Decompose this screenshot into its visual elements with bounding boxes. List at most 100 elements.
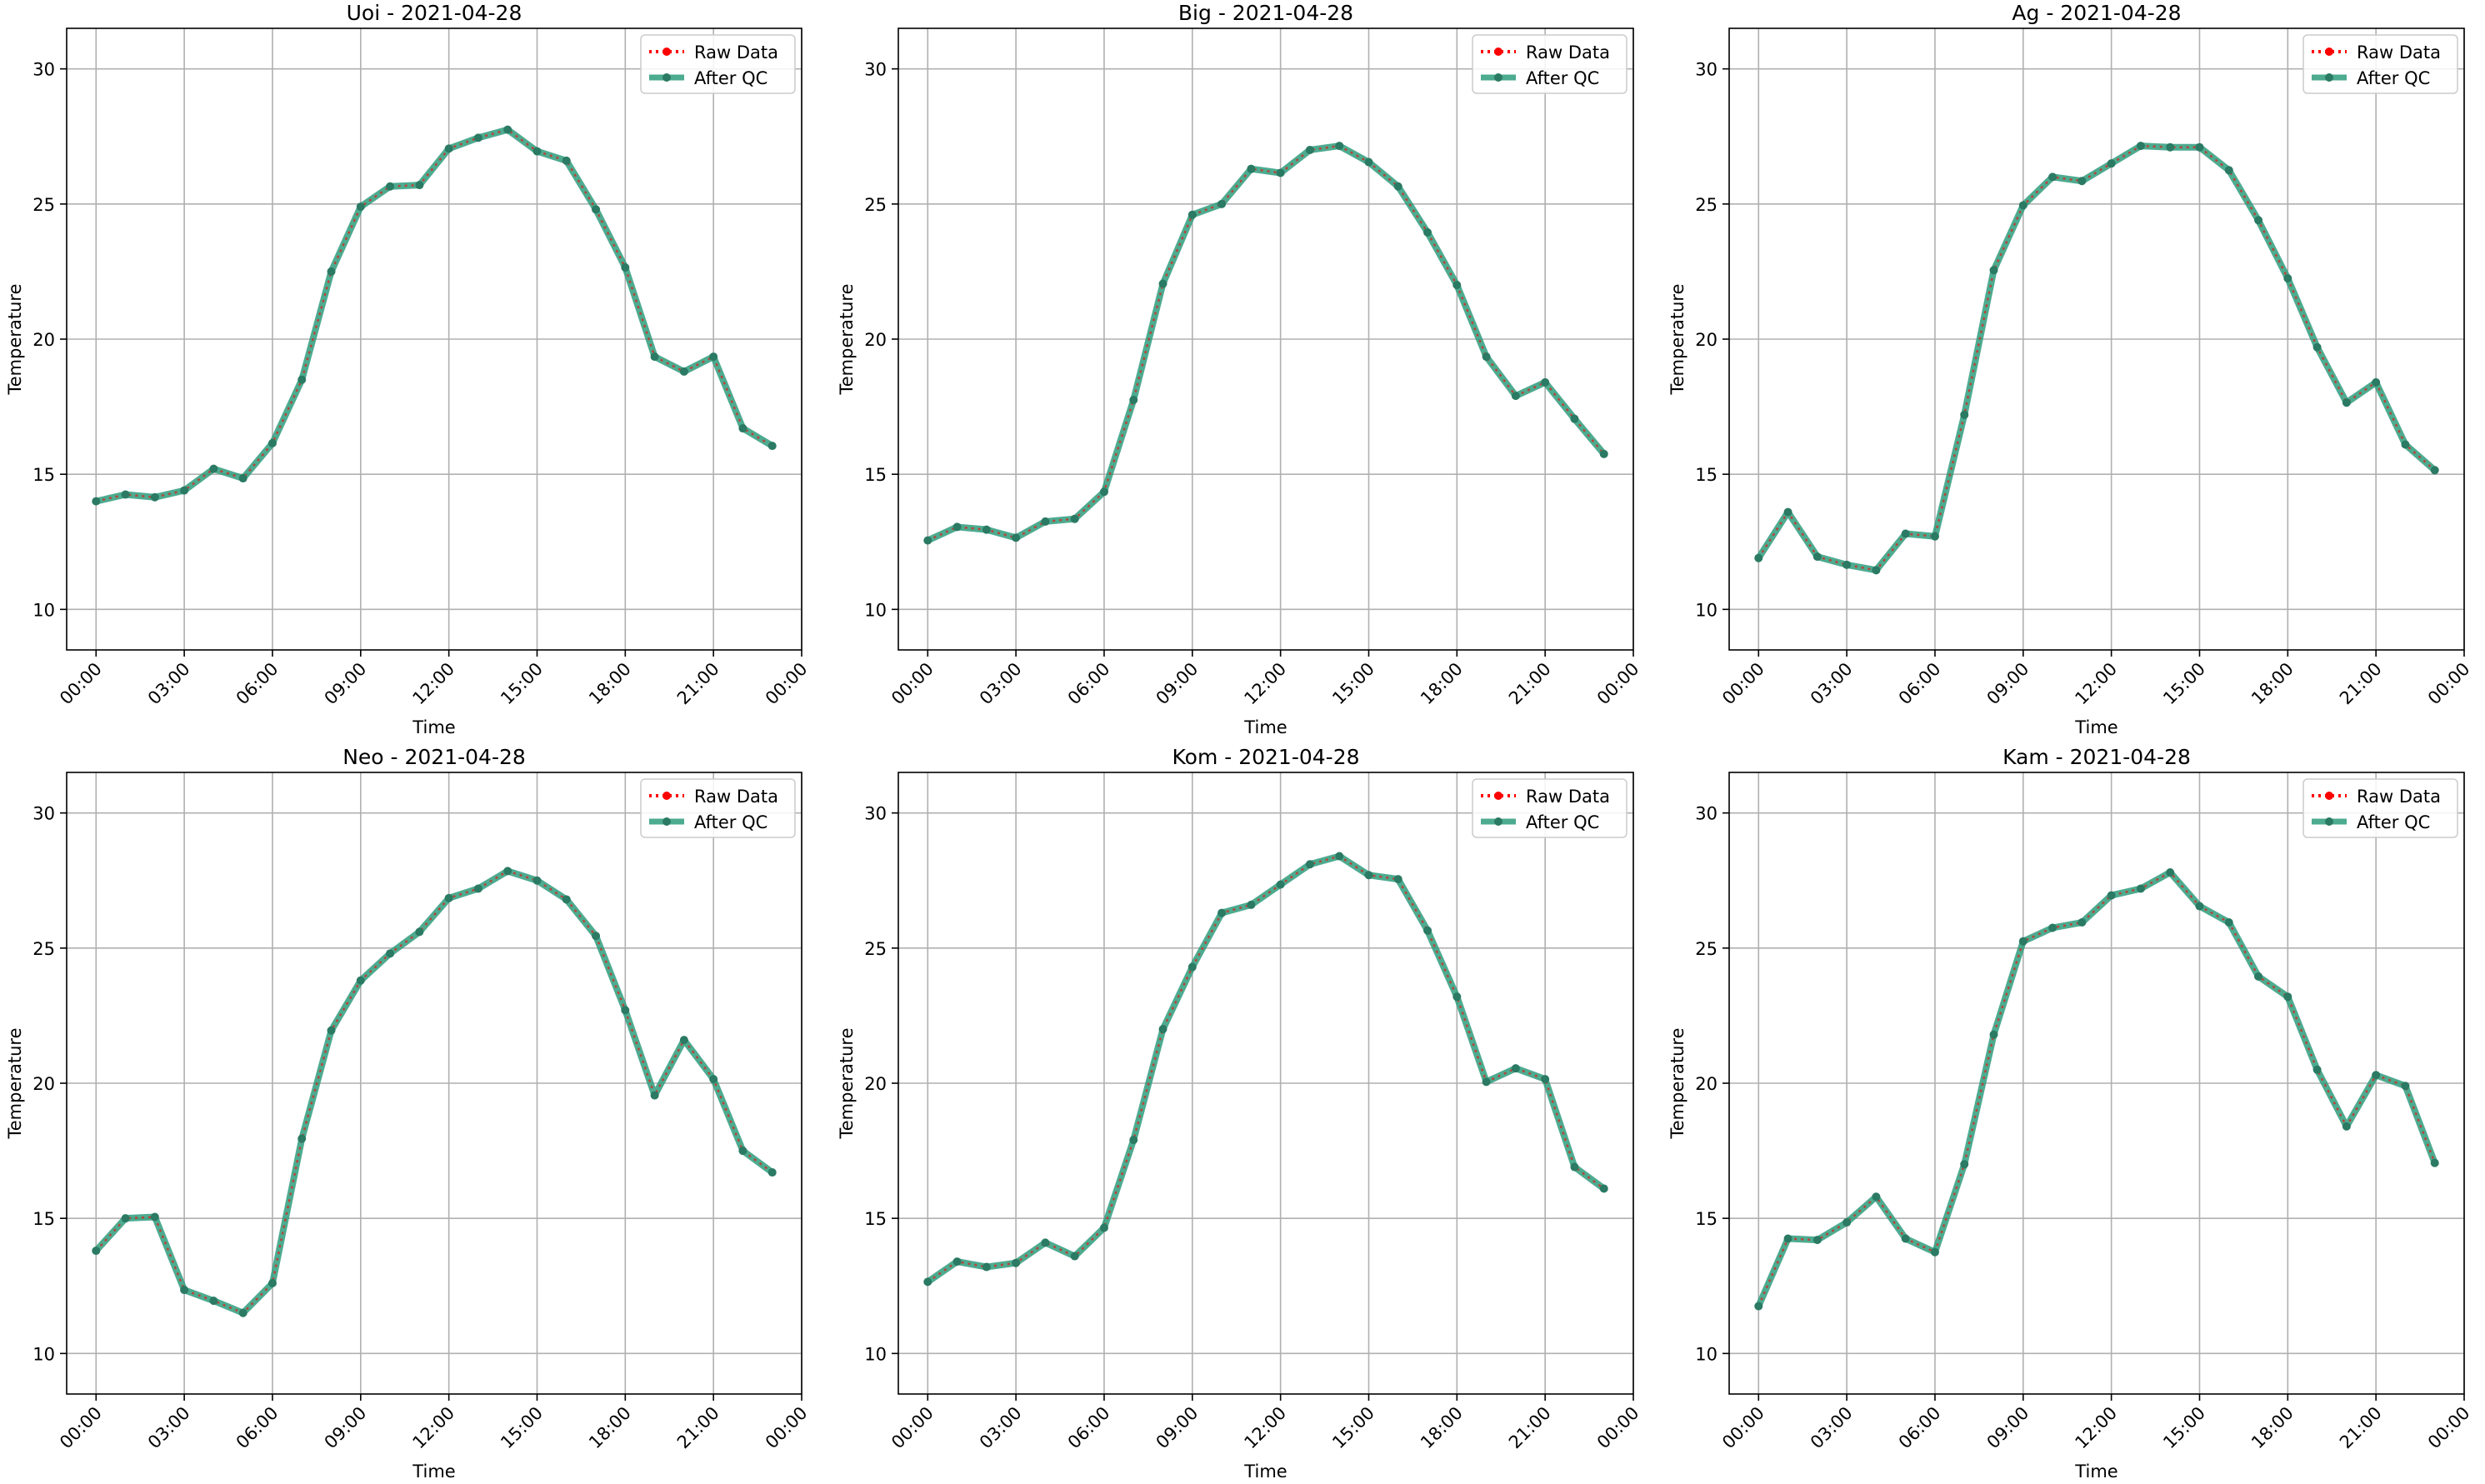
data-point (1218, 908, 1227, 917)
data-point (2254, 216, 2263, 225)
data-point (92, 497, 101, 506)
data-point (1041, 517, 1050, 526)
x-tick-label: 03:00 (1807, 659, 1857, 709)
x-tick-label: 21:00 (1505, 1403, 1555, 1453)
data-point (1070, 514, 1079, 523)
data-point (2312, 342, 2322, 352)
data-point (1364, 157, 1373, 167)
x-tick-label: 00:00 (1593, 659, 1643, 709)
y-tick-label: 15 (1695, 1209, 1718, 1229)
subplot-3: 10 15 20 25 30 00:00 03:00 06:00 09:00 12:00 15:00… (1668, 1, 2474, 737)
x-axis-label: Time (2074, 717, 2118, 737)
x-tick-label: 15:00 (2159, 659, 2209, 709)
legend-raw-marker (662, 792, 671, 800)
data-point (327, 1026, 336, 1035)
x-tick-label: 18:00 (2248, 1403, 2298, 1453)
data-point (1930, 532, 1939, 541)
data-point (268, 438, 277, 447)
y-tick-label: 10 (864, 600, 887, 620)
legend-qc-marker (662, 73, 671, 82)
data-point (923, 536, 932, 545)
y-tick-label: 15 (32, 1209, 55, 1229)
y-axis-label: Temperature (837, 283, 857, 395)
data-point (2224, 918, 2233, 927)
x-tick-label: 06:00 (232, 1403, 282, 1453)
x-tick-label: 18:00 (585, 1403, 635, 1453)
data-point (1783, 1234, 1792, 1243)
data-point (2401, 440, 2410, 449)
data-point (209, 1297, 218, 1306)
data-point (298, 375, 307, 384)
legend-raw-label: Raw Data (1526, 787, 1610, 807)
x-tick-label: 00:00 (1718, 1403, 1768, 1453)
data-point (150, 492, 159, 502)
data-point (2283, 274, 2292, 283)
x-axis-label: Time (1243, 717, 1287, 737)
x-tick-label: 00:00 (762, 1403, 812, 1453)
y-tick-label: 25 (1695, 939, 1718, 959)
legend-qc-label: After QC (1526, 68, 1599, 88)
grid (67, 28, 802, 650)
data-point (562, 156, 571, 165)
data-point (1393, 182, 1402, 191)
data-point (2136, 884, 2145, 893)
subplot-title: Neo - 2021-04-28 (342, 745, 526, 769)
data-point (2048, 172, 2058, 182)
data-point (1335, 852, 1344, 861)
data-point (2195, 902, 2204, 911)
x-tick-label: 09:00 (1152, 1403, 1202, 1453)
y-tick-label: 15 (864, 1209, 887, 1229)
y-tick-label: 30 (1695, 60, 1718, 80)
x-tick-label: 03:00 (976, 1403, 1026, 1453)
x-tick-label: 00:00 (1718, 659, 1768, 709)
data-point (1129, 1136, 1138, 1145)
y-tick-label: 20 (1695, 1074, 1718, 1094)
data-point (738, 1147, 748, 1156)
data-point (503, 867, 512, 876)
x-tick-label: 12:00 (1240, 659, 1290, 709)
data-point (621, 1006, 630, 1015)
x-tick-label: 09:00 (1983, 659, 2033, 709)
grid (898, 28, 1634, 650)
x-axis-label: Time (1243, 1462, 1287, 1482)
y-axis-label: Temperature (5, 283, 25, 395)
data-point (952, 522, 962, 532)
x-tick-label: 00:00 (762, 659, 812, 709)
data-points (923, 852, 1608, 1287)
data-point (1901, 1234, 1910, 1243)
data-point (444, 144, 453, 153)
data-point (2078, 177, 2087, 186)
legend-qc-label: After QC (694, 812, 768, 832)
data-point (1070, 1252, 1079, 1261)
data-point (1276, 880, 1285, 889)
x-tick-label: 09:00 (321, 659, 371, 709)
data-point (1218, 199, 1227, 208)
x-tick-label: 06:00 (1895, 1403, 1945, 1453)
data-point (1541, 1075, 1550, 1084)
data-point (923, 1277, 932, 1287)
grid (1729, 28, 2465, 650)
y-tick-label: 15 (32, 465, 55, 485)
data-point (1364, 871, 1373, 880)
data-point (1960, 410, 1969, 419)
data-point (982, 1262, 991, 1272)
series-after-qc (1755, 869, 2438, 1308)
data-point (952, 1257, 962, 1267)
legend-qc-label: After QC (2357, 68, 2430, 88)
legend-raw-marker (662, 47, 671, 56)
legend-raw-label: Raw Data (694, 787, 778, 807)
data-point (1754, 553, 1763, 562)
x-tick-label: 18:00 (2248, 659, 2298, 709)
data-point (1452, 992, 1462, 1002)
legend: Raw Data After QC (640, 34, 796, 94)
data-point (1188, 962, 1197, 972)
data-point (473, 884, 482, 893)
data-points (92, 125, 777, 506)
x-tick-label: 15:00 (1328, 1403, 1378, 1453)
data-point (1812, 552, 1822, 562)
data-point (1305, 145, 1314, 154)
data-point (2018, 937, 2028, 946)
data-point (238, 1308, 248, 1317)
legend: Raw Data After QC (1472, 778, 1628, 838)
y-tick-label: 30 (864, 804, 887, 824)
